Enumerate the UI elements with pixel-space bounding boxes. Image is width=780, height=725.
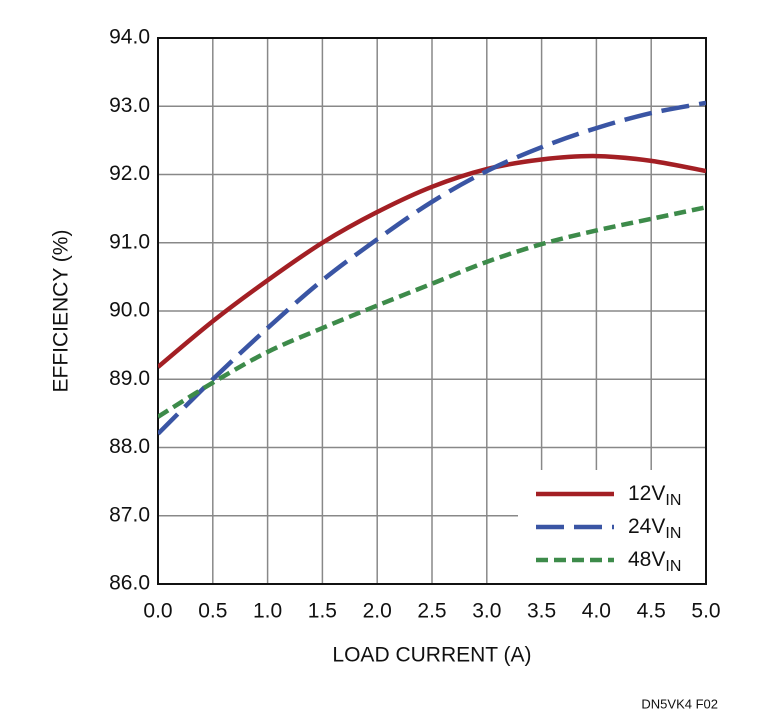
plot-frame	[157, 37, 707, 585]
y-axis-label: EFFICIENCY (%)	[50, 230, 73, 393]
series-line	[158, 153, 706, 369]
x-tick-label: 0.5	[198, 600, 227, 623]
x-tick-label: 1.5	[308, 600, 337, 623]
y-tick-label: 87.0	[109, 503, 150, 526]
x-tick-label: 0.0	[143, 600, 172, 623]
x-tick-label: 2.5	[417, 600, 446, 623]
x-axis-label: LOAD CURRENT (A)	[332, 644, 531, 667]
y-tick-label: 93.0	[109, 94, 150, 117]
y-tick-label: 88.0	[109, 435, 150, 458]
series-line	[158, 100, 706, 436]
x-tick-label: 3.5	[527, 600, 556, 623]
x-tick-label: 4.5	[637, 600, 666, 623]
y-tick-label: 94.0	[109, 26, 150, 49]
footnote: DN5VK4 F02	[641, 696, 718, 711]
y-tick-label: 89.0	[109, 367, 150, 390]
y-tick-label: 90.0	[109, 299, 150, 322]
series-line	[158, 205, 706, 419]
x-tick-label: 4.0	[582, 600, 611, 623]
legend-label: 24VIN	[628, 515, 681, 543]
x-tick-label: 1.0	[253, 600, 282, 623]
x-tick-label: 5.0	[691, 600, 720, 623]
legend-label: 48VIN	[628, 548, 681, 576]
x-tick-label: 2.0	[363, 600, 392, 623]
y-tick-label: 86.0	[109, 572, 150, 595]
y-tick-label: 92.0	[109, 162, 150, 185]
legend-label: 12VIN	[628, 482, 681, 510]
y-tick-label: 91.0	[109, 230, 150, 253]
x-tick-label: 3.0	[472, 600, 501, 623]
